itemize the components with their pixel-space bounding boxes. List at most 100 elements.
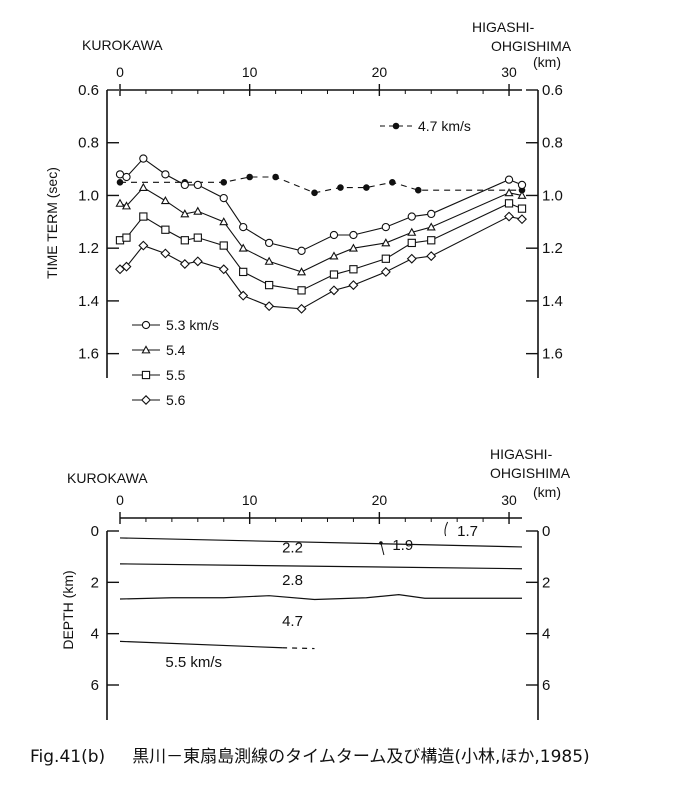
velocity-label-3: 2.8: [282, 572, 303, 589]
series-3-point: [349, 265, 358, 274]
series-1-point: [264, 238, 274, 248]
series-1-point: [122, 172, 131, 182]
series-4-point: [238, 290, 249, 301]
bottom-left-tick-label: 2: [91, 574, 99, 591]
figure-caption: Fig.41(b) 黒川－東扇島測線のタイムターム及び構造(小林,ほか,1985…: [30, 742, 590, 767]
series-4-point: [296, 303, 307, 314]
legend-marker-2: [141, 345, 151, 354]
velocity-label-4: 4.7: [282, 613, 303, 630]
series-1-point: [161, 170, 170, 179]
top-legend: 4.7 km/s 5.3 km/s 5.4 5.5 5.6: [132, 118, 471, 408]
label-1-9-leader: [380, 542, 385, 556]
series-2-point: [348, 243, 358, 252]
series-2-point: [115, 198, 125, 207]
series-2-point: [180, 209, 190, 218]
series-2-point: [297, 267, 307, 276]
series-2-point: [138, 182, 148, 191]
series-2-point: [407, 227, 417, 236]
series-4-point: [264, 301, 275, 312]
legend-label-1: 5.3 km/s: [166, 317, 219, 333]
series-3-point: [517, 204, 527, 213]
bottom-right-tick-label: 6: [542, 677, 550, 694]
legend-label-2: 5.4: [166, 342, 186, 358]
caption-spacer: [111, 747, 127, 767]
series-3-point: [161, 225, 170, 234]
top-right-station-label-line2: OHGISHIMA: [491, 38, 572, 54]
bottom-x-tick-label: 10: [242, 492, 258, 508]
top-left-tick-label: 1.6: [78, 346, 99, 363]
bottom-right-tick-label: 0: [542, 523, 550, 540]
series-1-point: [329, 230, 339, 240]
layer-boundary-3: [119, 640, 283, 649]
legend-marker-4: [141, 395, 151, 405]
velocity-label-5: 5.5 km/s: [165, 654, 222, 671]
legend-label-4: 5.6: [166, 392, 186, 408]
series-4-point: [348, 280, 359, 291]
bottom-left-tick-label: 6: [91, 677, 99, 694]
series-0-point: [311, 189, 318, 197]
series-3-point: [427, 236, 436, 245]
series-0-point: [272, 173, 279, 181]
series-2-point: [504, 188, 514, 197]
series-2-point: [329, 251, 339, 260]
series-4-point: [517, 214, 527, 225]
series-1-point: [219, 193, 228, 203]
series-1-point: [139, 154, 148, 163]
series-1-point: [180, 180, 189, 190]
layer-boundary-2: [119, 594, 522, 601]
top-x-tick-label: 10: [242, 64, 258, 80]
legend-marker-3: [141, 370, 151, 380]
layer-boundary-0: [119, 537, 523, 548]
top-right-tick-label: 1.6: [542, 346, 563, 363]
top-right-tick-label: 0.6: [542, 82, 563, 99]
series-3-point: [381, 254, 390, 263]
series-2-point: [426, 222, 436, 231]
series-4-point: [406, 253, 417, 264]
series-2-point: [193, 206, 203, 215]
series-line-0: [120, 176, 522, 194]
bottom-right-tick-label: 2: [542, 574, 550, 591]
label-1-7-leader: [444, 521, 449, 537]
layer-boundary-1: [119, 563, 523, 570]
series-3-point: [329, 270, 339, 279]
series-0-point: [414, 186, 422, 194]
series-1-point: [193, 180, 202, 190]
bottom-left-station-label: KUROKAWA: [67, 470, 148, 486]
series-3-point: [139, 212, 148, 221]
series-3-point: [264, 280, 274, 290]
velocity-label-2: 2.2: [282, 540, 303, 557]
series-4-point: [138, 240, 149, 251]
series-2-point: [264, 256, 274, 265]
top-left-station-label: KUROKAWA: [82, 37, 163, 53]
bottom-y-axis-title: DEPTH (km): [60, 570, 76, 649]
series-4-point: [504, 211, 515, 222]
series-1-point: [239, 222, 248, 232]
series-3-point: [219, 241, 228, 250]
bottom-right-tick-label: 4: [542, 626, 550, 643]
top-y-axis-title: TIME TERM (sec): [44, 167, 60, 279]
series-3-point: [407, 238, 416, 248]
series-1-point: [381, 222, 390, 232]
top-left-tick-label: 1.4: [78, 293, 99, 310]
top-x-tick-label: 30: [501, 64, 517, 80]
series-4-point: [328, 285, 339, 296]
series-3-point: [239, 267, 248, 277]
top-right-tick-label: 1.4: [542, 293, 563, 310]
bottom-left-tick-label: 0: [91, 523, 99, 540]
series-2-point: [121, 201, 132, 210]
top-right-station-label-line1: HIGASHI-: [472, 19, 535, 35]
time-term-panel: KUROKAWA HIGASHI- OHGISHIMA (km) TIME TE…: [44, 19, 572, 408]
velocity-label-0: 1.7: [457, 523, 478, 540]
series-3-point: [180, 236, 189, 245]
series-1-point: [504, 175, 514, 184]
series-1-point: [427, 209, 436, 219]
series-2-point: [517, 190, 527, 199]
series-4-point: [192, 256, 203, 267]
series-0-point: [246, 173, 253, 181]
bottom-x-unit-label: (km): [533, 484, 561, 500]
bottom-x-tick-label: 20: [372, 492, 388, 508]
depth-panel: KUROKAWA HIGASHI- OHGISHIMA (km) DEPTH (…: [60, 446, 571, 720]
series-4-point: [380, 266, 391, 277]
layer-boundary-4: [282, 647, 315, 650]
